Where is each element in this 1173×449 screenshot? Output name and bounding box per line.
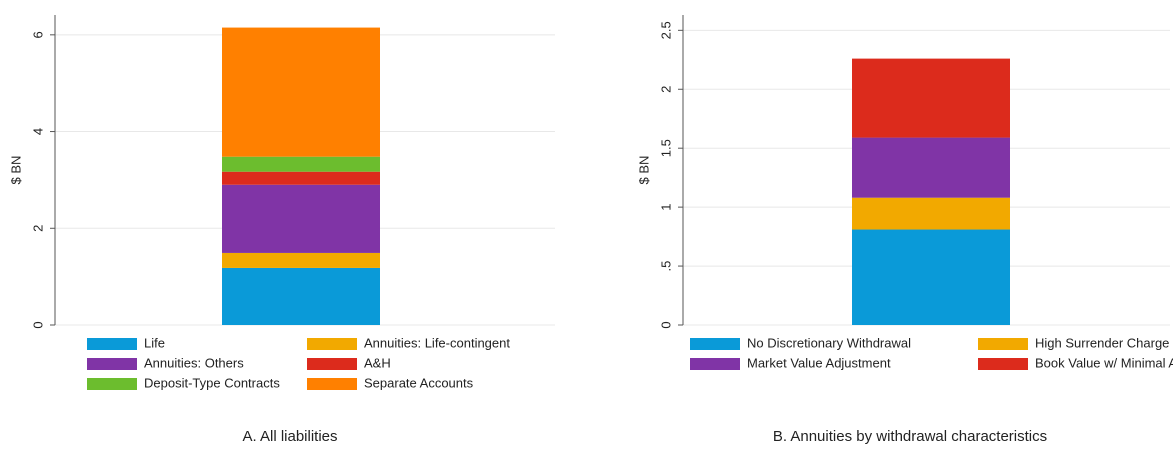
legend-swatch xyxy=(87,378,137,390)
bar-segment xyxy=(852,229,1010,325)
legend-swatch xyxy=(307,358,357,370)
legend-label: Separate Accounts xyxy=(364,375,474,390)
legend-label: High Surrender Charge xyxy=(1035,335,1169,350)
bar-segment xyxy=(852,197,1010,230)
legend-swatch xyxy=(978,338,1028,350)
y-tick-label: 0 xyxy=(658,321,673,328)
legend-swatch xyxy=(690,358,740,370)
y-tick-label: 1 xyxy=(658,204,673,211)
legend-swatch xyxy=(307,378,357,390)
bar-segment xyxy=(222,252,380,268)
legend-label: Life xyxy=(144,335,165,350)
bar-segment xyxy=(222,171,380,185)
legend-label: Annuities: Life-contingent xyxy=(364,335,510,350)
y-axis-label: $ BN xyxy=(636,156,651,185)
legend-swatch xyxy=(87,338,137,350)
bar-segment xyxy=(222,156,380,172)
chart-title: B. Annuities by withdrawal characteristi… xyxy=(773,428,1047,445)
y-tick-label: .5 xyxy=(658,261,673,272)
y-tick-label: 1.5 xyxy=(658,139,673,157)
legend-label: Annuities: Others xyxy=(144,355,244,370)
legend-label: A&H xyxy=(364,355,391,370)
bar-segment xyxy=(852,58,1010,138)
y-tick-label: 2.5 xyxy=(658,21,673,39)
legend-label: Market Value Adjustment xyxy=(747,355,891,370)
y-tick-label: 6 xyxy=(30,31,45,38)
bar-segment xyxy=(222,267,380,325)
legend-swatch xyxy=(690,338,740,350)
bar-segment xyxy=(222,27,380,157)
chart-title: A. All liabilities xyxy=(242,428,337,445)
legend-swatch xyxy=(87,358,137,370)
y-tick-label: 2 xyxy=(658,86,673,93)
legend-swatch xyxy=(307,338,357,350)
bar-segment xyxy=(852,137,1010,198)
y-axis-label: $ BN xyxy=(8,156,23,185)
y-tick-label: 0 xyxy=(30,321,45,328)
bar-segment xyxy=(222,184,380,253)
legend-label: No Discretionary Withdrawal xyxy=(747,335,911,350)
y-tick-label: 4 xyxy=(30,128,45,135)
y-tick-label: 2 xyxy=(30,225,45,232)
legend-label: Deposit-Type Contracts xyxy=(144,375,280,390)
legend-swatch xyxy=(978,358,1028,370)
legend-label: Book Value w/ Minimal Adjustment xyxy=(1035,355,1173,370)
